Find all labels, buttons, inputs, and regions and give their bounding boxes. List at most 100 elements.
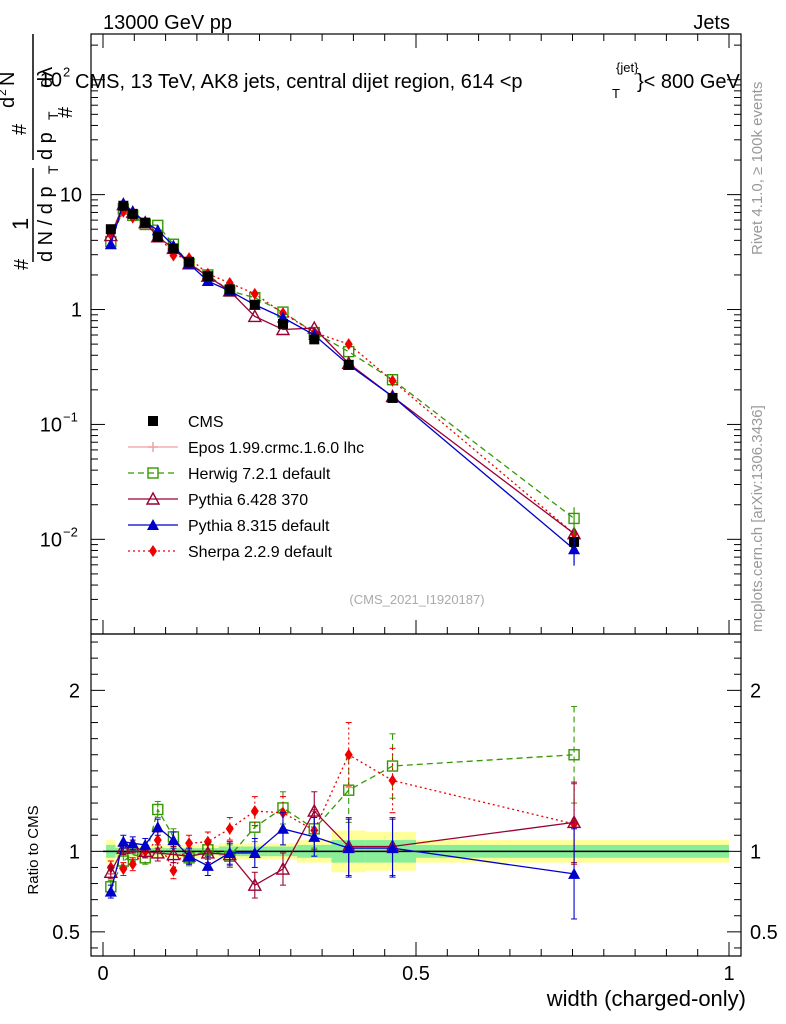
ratio-point-py8 <box>139 838 152 850</box>
ratio-point-py8 <box>386 842 399 854</box>
ratio-y-tick-label-right: 0.5 <box>750 922 778 944</box>
ratio-y-label: Ratio to CMS <box>25 805 42 894</box>
x-axis-label: width (charged-only) <box>546 986 746 1011</box>
ratio-point-py8 <box>117 835 130 847</box>
legend-marker-py8 <box>147 519 159 530</box>
ylabel-num-sup: 2 <box>0 89 9 96</box>
point-cms <box>127 208 138 219</box>
legend-marker-py6 <box>145 491 161 505</box>
legend-label-sherpa: Sherpa 2.2.9 default <box>188 544 333 561</box>
legend-item-herwig: Herwig 7.2.1 default <box>128 466 331 483</box>
ratio-point-py8 <box>167 834 180 846</box>
ratio-point-sherpa <box>344 748 353 761</box>
point-cms <box>118 200 129 211</box>
ratio-point-py8 <box>248 846 261 858</box>
ratio-point-sherpa <box>185 837 194 850</box>
point-cms <box>152 231 163 242</box>
ylabel-one: 1 <box>8 218 33 230</box>
ylabel-T-2: T <box>45 111 61 120</box>
point-sherpa <box>344 338 353 351</box>
title-end: }< 800 GeV <box>637 71 741 93</box>
ratio-point-py6 <box>103 864 119 878</box>
ratio-point-sherpa <box>119 863 128 876</box>
main-y-tick-label: 10 <box>40 70 62 92</box>
ylabel-num-n: N <box>0 72 19 86</box>
legend-marker-sherpa <box>149 545 157 557</box>
ratio-point-py8 <box>223 846 236 858</box>
ratio-point-py6 <box>166 847 181 861</box>
ratio-series-py8 <box>104 812 581 920</box>
ratio-point-py8 <box>151 821 164 833</box>
legend-item-py8: Pythia 8.315 default <box>128 518 330 535</box>
legend-item-cms: CMS <box>148 414 224 431</box>
legend-marker-epos <box>148 442 158 452</box>
point-cms <box>105 224 116 235</box>
point-cms <box>249 299 260 310</box>
ratio-point-py8 <box>342 842 355 854</box>
side-rivet: Rivet 4.1.0, ≥ 100k events <box>749 82 766 255</box>
x-tick-label: 1 <box>723 963 734 985</box>
ratio-point-sherpa <box>128 858 137 871</box>
ratio-point-sherpa <box>225 822 234 835</box>
title-main: CMS, 13 TeV, AK8 jets, central dijet reg… <box>75 71 523 93</box>
point-cms <box>184 256 195 267</box>
series-sherpa <box>106 205 579 540</box>
ratio-point-sherpa <box>388 774 397 787</box>
ratio-y-tick-label: 0.5 <box>52 922 80 944</box>
ylabel-hash-2: # <box>9 123 31 135</box>
point-cms <box>387 392 398 403</box>
point-py6 <box>275 322 291 336</box>
main-y-tick-exp: 2 <box>63 65 70 80</box>
ratio-point-sherpa <box>203 835 212 848</box>
ratio-series <box>103 705 582 920</box>
legend-marker-cms <box>148 416 158 426</box>
ratio-point-py6 <box>307 803 322 817</box>
ratio-point-sherpa <box>250 805 259 818</box>
point-cms <box>168 243 179 254</box>
point-cms <box>202 271 213 282</box>
legend-label-epos: Epos 1.99.crmc.1.6.0 lhc <box>188 440 364 457</box>
ratio-point-py8 <box>276 822 289 834</box>
ratio-point-py8 <box>568 867 581 879</box>
ratio-point-sherpa <box>153 834 162 847</box>
ratio-y-tick-label-right: 1 <box>750 841 761 863</box>
side-mcplots: mcplots.cern.ch [arXiv:1306.3436] <box>749 405 766 632</box>
point-cms <box>140 217 151 228</box>
ratio-axis-ticks: 0.5 0.5 1 1 2 2 0 0.5 1 <box>52 641 778 985</box>
main-y-tick-label: 10 <box>60 185 82 207</box>
main-series <box>103 197 582 566</box>
legend-label-cms: CMS <box>188 414 224 431</box>
x-tick-label: 0.5 <box>402 963 430 985</box>
main-y-label: # 1 d N / d p T # d 2 N d p T dλ # <box>0 34 77 270</box>
legend-marker-herwig <box>147 467 159 479</box>
point-py6 <box>247 309 262 323</box>
ratio-point-py6 <box>150 845 165 859</box>
point-sherpa <box>250 287 259 300</box>
ratio-point-herwig <box>386 760 399 772</box>
header-left: 13000 GeV pp <box>103 12 232 34</box>
point-cms <box>277 318 288 329</box>
series-cms <box>105 200 580 547</box>
ratio-y-tick-label: 2 <box>69 680 80 702</box>
ratio-point-py8 <box>308 830 321 842</box>
header-right: Jets <box>693 12 730 34</box>
legend-label-herwig: Herwig 7.2.1 default <box>188 466 331 483</box>
title-sub: T <box>612 86 620 101</box>
main-y-tick-exp: −2 <box>63 524 78 539</box>
ratio-point-py6 <box>566 814 582 829</box>
legend-label-py6: Pythia 6.428 370 <box>188 492 308 509</box>
main-y-tick-label: 10 <box>40 414 62 436</box>
ratio-y-tick-label-right: 2 <box>750 680 761 702</box>
ratio-point-py8 <box>201 859 214 871</box>
ratio-point-herwig <box>568 749 580 761</box>
ratio-point-py8 <box>104 885 117 897</box>
ylabel-den: d N / d p <box>35 186 57 262</box>
point-sherpa <box>388 374 397 387</box>
ratio-plot-frame <box>90 633 742 957</box>
ylabel-hash-3: # <box>55 106 77 118</box>
main-y-tick-label: 10 <box>40 529 62 551</box>
legend-item-py6: Pythia 6.428 370 <box>128 491 308 509</box>
point-cms <box>309 334 320 345</box>
